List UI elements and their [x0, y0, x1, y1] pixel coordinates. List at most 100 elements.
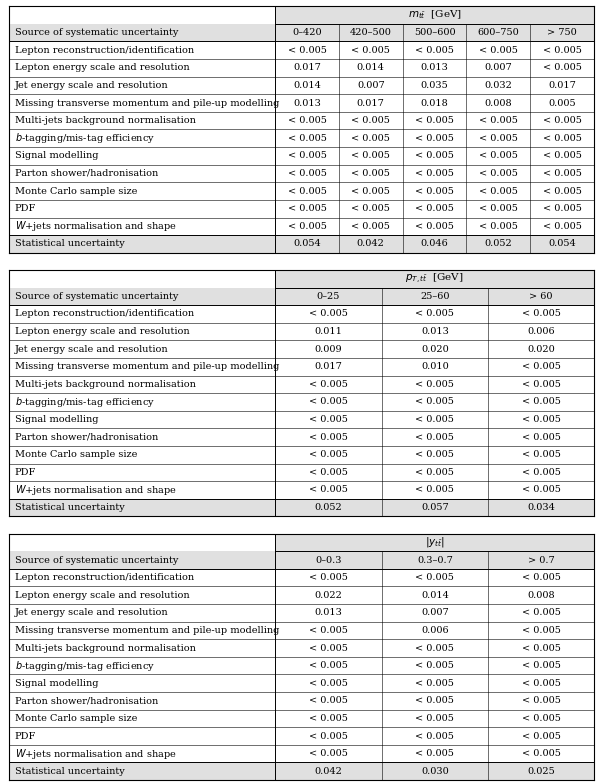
Text: < 0.005: < 0.005	[543, 151, 581, 161]
Text: < 0.005: < 0.005	[309, 415, 348, 424]
Text: 0.013: 0.013	[421, 64, 449, 72]
Text: $b$-tagging/mis-tag efficiency: $b$-tagging/mis-tag efficiency	[15, 395, 155, 409]
Bar	[382, 288, 488, 305]
Bar	[403, 235, 467, 252]
Text: 0.046: 0.046	[421, 239, 449, 249]
Text: < 0.005: < 0.005	[415, 134, 454, 143]
Bar	[275, 763, 382, 780]
Text: 0.007: 0.007	[357, 81, 385, 90]
Text: Lepton reconstruction/identification: Lepton reconstruction/identification	[15, 45, 194, 55]
Bar	[275, 235, 339, 252]
Bar	[488, 288, 594, 305]
Text: Parton shower/hadronisation: Parton shower/hadronisation	[15, 433, 158, 441]
Text: $m_{t\bar{t}}$  [GeV]: $m_{t\bar{t}}$ [GeV]	[408, 9, 461, 21]
Text: $W$+jets normalisation and shape: $W$+jets normalisation and shape	[15, 220, 177, 234]
Text: < 0.005: < 0.005	[415, 222, 454, 230]
Text: < 0.005: < 0.005	[522, 573, 560, 583]
Text: Source of systematic uncertainty: Source of systematic uncertainty	[15, 292, 178, 301]
Text: < 0.005: < 0.005	[415, 116, 454, 125]
Text: Parton shower/hadronisation: Parton shower/hadronisation	[15, 169, 158, 178]
Text: 0.052: 0.052	[484, 239, 512, 249]
Text: 0.014: 0.014	[293, 81, 321, 90]
Text: < 0.005: < 0.005	[309, 750, 348, 758]
Text: 0.054: 0.054	[548, 239, 576, 249]
Text: Missing transverse momentum and pile-up modelling: Missing transverse momentum and pile-up …	[15, 99, 279, 107]
Text: $b$-tagging/mis-tag efficiency: $b$-tagging/mis-tag efficiency	[15, 659, 155, 673]
Bar	[382, 763, 488, 780]
Text: < 0.005: < 0.005	[415, 661, 454, 670]
Text: 0.020: 0.020	[527, 345, 555, 354]
Text: < 0.005: < 0.005	[415, 380, 454, 389]
Text: 0.009: 0.009	[315, 345, 343, 354]
Text: Multi-jets background normalisation: Multi-jets background normalisation	[15, 644, 196, 652]
Text: < 0.005: < 0.005	[415, 679, 454, 688]
Text: Lepton energy scale and resolution: Lepton energy scale and resolution	[15, 327, 189, 336]
Text: < 0.005: < 0.005	[522, 415, 560, 424]
Text: < 0.005: < 0.005	[543, 187, 581, 195]
Bar	[9, 270, 275, 288]
Text: < 0.005: < 0.005	[352, 169, 390, 178]
Bar	[9, 534, 275, 551]
Text: Monte Carlo sample size: Monte Carlo sample size	[15, 714, 137, 723]
Text: < 0.005: < 0.005	[522, 626, 560, 635]
Text: < 0.005: < 0.005	[543, 204, 581, 213]
Text: < 0.005: < 0.005	[522, 731, 560, 741]
Text: < 0.005: < 0.005	[479, 169, 518, 178]
Text: < 0.005: < 0.005	[479, 116, 518, 125]
Bar	[9, 24, 275, 42]
Text: < 0.005: < 0.005	[415, 187, 454, 195]
Text: Signal modelling: Signal modelling	[15, 151, 98, 161]
Text: $W$+jets normalisation and shape: $W$+jets normalisation and shape	[15, 746, 177, 760]
Text: Jet energy scale and resolution: Jet energy scale and resolution	[15, 81, 168, 90]
Text: Lepton reconstruction/identification: Lepton reconstruction/identification	[15, 573, 194, 583]
Text: < 0.005: < 0.005	[352, 45, 390, 55]
Text: < 0.005: < 0.005	[543, 64, 581, 72]
Bar	[488, 763, 594, 780]
Text: PDF: PDF	[15, 204, 36, 213]
Text: $W$+jets normalisation and shape: $W$+jets normalisation and shape	[15, 483, 177, 497]
Text: < 0.005: < 0.005	[543, 222, 581, 230]
Text: < 0.005: < 0.005	[309, 714, 348, 723]
Text: > 0.7: > 0.7	[528, 556, 554, 564]
Text: < 0.005: < 0.005	[479, 151, 518, 161]
Text: 0.010: 0.010	[421, 362, 449, 372]
Bar	[9, 763, 275, 780]
Bar	[488, 499, 594, 517]
Text: < 0.005: < 0.005	[309, 573, 348, 583]
Text: 0.018: 0.018	[421, 99, 449, 107]
Bar	[530, 24, 594, 42]
Bar	[9, 235, 275, 252]
Text: < 0.005: < 0.005	[288, 222, 326, 230]
Text: 25–60: 25–60	[420, 292, 450, 301]
Text: < 0.005: < 0.005	[288, 134, 326, 143]
Text: < 0.005: < 0.005	[352, 222, 390, 230]
Text: < 0.005: < 0.005	[415, 573, 454, 583]
Text: 0.014: 0.014	[357, 64, 385, 72]
Text: < 0.005: < 0.005	[415, 397, 454, 406]
Text: 0.052: 0.052	[315, 503, 343, 512]
Text: < 0.005: < 0.005	[522, 750, 560, 758]
Bar	[467, 235, 530, 252]
Text: 0.032: 0.032	[484, 81, 513, 90]
Text: < 0.005: < 0.005	[309, 626, 348, 635]
Text: < 0.005: < 0.005	[522, 362, 560, 372]
Text: < 0.005: < 0.005	[479, 204, 518, 213]
Text: < 0.005: < 0.005	[522, 310, 560, 318]
Text: < 0.005: < 0.005	[288, 187, 326, 195]
Text: < 0.005: < 0.005	[479, 187, 518, 195]
Text: Source of systematic uncertainty: Source of systematic uncertainty	[15, 556, 178, 564]
Text: 0.008: 0.008	[484, 99, 512, 107]
Text: < 0.005: < 0.005	[309, 397, 348, 406]
Text: < 0.005: < 0.005	[309, 310, 348, 318]
Text: 0.013: 0.013	[421, 327, 449, 336]
Text: Monte Carlo sample size: Monte Carlo sample size	[15, 187, 137, 195]
Text: Multi-jets background normalisation: Multi-jets background normalisation	[15, 116, 196, 125]
Text: < 0.005: < 0.005	[415, 731, 454, 741]
Text: < 0.005: < 0.005	[522, 714, 560, 723]
Text: < 0.005: < 0.005	[415, 696, 454, 706]
Text: 0.017: 0.017	[548, 81, 576, 90]
Bar	[275, 288, 382, 305]
Text: 420–500: 420–500	[350, 28, 392, 37]
Text: < 0.005: < 0.005	[288, 204, 326, 213]
Text: < 0.005: < 0.005	[415, 468, 454, 477]
